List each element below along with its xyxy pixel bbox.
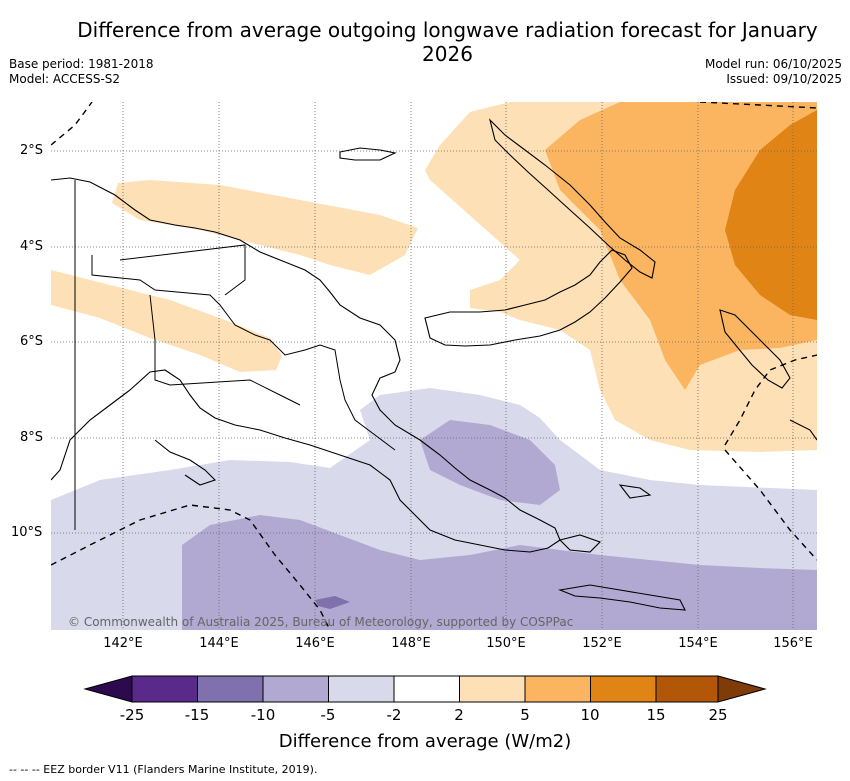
eez-line-southeast — [724, 449, 817, 561]
anomaly-region-negative-5-10 — [420, 420, 560, 505]
gridlines — [51, 102, 817, 630]
eez-line-north — [51, 102, 93, 146]
lon-label: 142°E — [103, 636, 143, 651]
anomaly-region-positive-2-5-highlands — [51, 270, 282, 372]
colorbar-swatch — [131, 675, 198, 703]
colorbar-extend-low — [83, 675, 133, 703]
anomaly-region-negative-10-15 — [315, 596, 350, 609]
colorbar-swatch — [459, 675, 526, 703]
anomaly-region-positive-2-5-west — [112, 180, 418, 275]
manus-island — [339, 147, 397, 161]
lat-label: 8°S — [20, 430, 44, 445]
lon-label: 148°E — [391, 636, 431, 651]
lat-label: 6°S — [20, 334, 44, 349]
colorbar-swatch — [655, 675, 719, 703]
new-guinea-coast — [51, 177, 561, 553]
eez-legend-note: -- -- -- EEZ border V11 (Flanders Marine… — [9, 763, 318, 776]
colorbar-tick: -5 — [320, 706, 336, 724]
fly-river-delta — [154, 439, 217, 486]
colorbar-tick: 25 — [708, 706, 728, 724]
new-britain-coast — [424, 249, 633, 347]
lon-label: 146°E — [295, 636, 335, 651]
colorbar-tick: -10 — [250, 706, 276, 724]
base-period: Base period: 1981-2018 — [9, 57, 154, 71]
louisiade-islands — [557, 584, 686, 611]
colorbar-swatch — [197, 675, 264, 703]
issued-date: Issued: 09/10/2025 — [726, 72, 842, 86]
eez-line-top — [699, 102, 817, 109]
lon-label: 144°E — [199, 636, 239, 651]
province-borders — [91, 244, 396, 451]
copyright-credit: © Commonwealth of Australia 2025, Bureau… — [68, 615, 574, 629]
anomaly-region-positive-10-15 — [725, 110, 817, 320]
map-plot-area — [51, 102, 817, 630]
colorbar-swatch — [393, 675, 460, 703]
model-name: Model: ACCESS-S2 — [9, 72, 121, 86]
lat-label: 2°S — [20, 143, 44, 158]
colorbar-swatch — [590, 675, 657, 703]
colorbar-swatch — [328, 675, 395, 703]
eez-line-east — [724, 354, 817, 446]
colorbar-tick: 15 — [646, 706, 666, 724]
colorbar-swatch — [262, 675, 329, 703]
dentrecasteaux-islands — [558, 534, 602, 553]
lon-label: 150°E — [486, 636, 526, 651]
colorbar — [83, 675, 767, 703]
lon-label: 156°E — [773, 636, 813, 651]
eez-borders — [51, 102, 817, 630]
colorbar-tick: -25 — [119, 706, 145, 724]
lat-label: 10°S — [11, 525, 43, 540]
lat-label: 4°S — [20, 239, 44, 254]
colorbar-tick: 2 — [454, 706, 464, 724]
colorbar-tick: 5 — [520, 706, 530, 724]
colorbar-tick: -15 — [184, 706, 210, 724]
model-run: Model run: 06/10/2025 — [704, 57, 842, 71]
lon-label: 154°E — [678, 636, 718, 651]
meta-left: Base period: 1981-2018 Model: ACCESS-S2 — [9, 57, 154, 87]
meta-right: Model run: 06/10/2025 Issued: 09/10/2025 — [705, 57, 842, 87]
colorbar-tick: -2 — [386, 706, 402, 724]
eez-line-west — [51, 504, 331, 630]
solomon-islands — [618, 419, 817, 499]
colorbar-extend-high — [717, 675, 767, 703]
colorbar-label: Difference from average (W/m2) — [278, 731, 572, 752]
bougainville-coast — [719, 309, 791, 389]
boundaries — [74, 180, 396, 530]
coastlines — [51, 118, 817, 611]
colorbar-swatch — [524, 675, 591, 703]
chart-title: Difference from average outgoing longwav… — [77, 18, 818, 66]
lon-label: 152°E — [582, 636, 622, 651]
colorbar-tick: 10 — [580, 706, 600, 724]
new-ireland-coast — [488, 118, 656, 279]
